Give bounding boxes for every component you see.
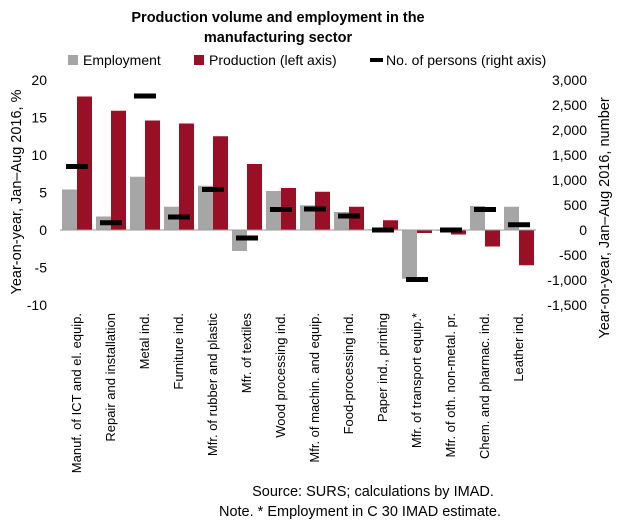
source-note: Source: SURS; calculations by IMAD. — [252, 484, 494, 500]
chart-title-line-1: Production volume and employment in the — [131, 10, 424, 26]
legend-swatch-0 — [68, 55, 78, 65]
right-axis-ticks: 3,000 2,500 2,000 1,500 1,000 500 0 -500 -1,000 -… — [547, 72, 587, 313]
marker-persons-5 — [236, 235, 258, 241]
right-tick-0: 3,000 — [552, 72, 587, 88]
marker-persons-12 — [474, 207, 496, 212]
category-label-0: Manuf. of ICT and el. equip. — [69, 313, 84, 473]
category-label-8: Food-processing ind. — [341, 313, 356, 434]
y-axis-label: Year-on-year, Jan–Aug 2016, % — [9, 89, 25, 294]
right-tick-1: 2,500 — [552, 97, 587, 113]
legend: Employment Production (left axis) No. of p… — [68, 52, 546, 68]
legend-swatch-2 — [370, 58, 383, 62]
marker-persons-3 — [168, 214, 190, 220]
marker-persons-8 — [338, 213, 360, 219]
right-tick-7: -500 — [559, 247, 587, 263]
left-tick-2: 10 — [31, 147, 47, 163]
marker-persons-7 — [304, 206, 326, 212]
category-label-1: Repair and installation — [103, 313, 118, 442]
marker-persons-6 — [270, 207, 292, 212]
bar-production-13 — [519, 230, 534, 266]
right-tick-8: -1,000 — [547, 272, 587, 288]
category-label-9: Paper ind., printing — [375, 313, 390, 422]
category-label-11: Mfr. of oth. non-metal. pr. — [443, 313, 458, 458]
marker-persons-11 — [440, 227, 462, 233]
right-tick-3: 1,500 — [552, 147, 587, 163]
bar-employment-2 — [130, 176, 145, 230]
marker-persons-13 — [508, 222, 530, 228]
legend-swatch-1 — [194, 55, 204, 65]
marker-persons-0 — [66, 164, 88, 169]
bar-employment-10 — [402, 230, 417, 279]
footnote: Note. * Employment in C 30 IMAD estimate… — [219, 504, 501, 520]
legend-label-2: No. of persons (right axis) — [386, 52, 546, 68]
bar-production-2 — [145, 120, 160, 230]
left-tick-0: 20 — [31, 72, 47, 88]
plot-area — [60, 93, 536, 282]
left-axis-ticks: 20 15 10 5 0 -5 -10 — [27, 72, 47, 313]
category-label-7: Mfr. of machin. and equip. — [307, 313, 322, 463]
category-label-12: Chem. and pharmac. ind. — [477, 313, 492, 459]
markers — [66, 93, 530, 282]
marker-persons-2 — [134, 93, 156, 99]
marker-persons-1 — [100, 220, 122, 226]
bar-employment-0 — [62, 189, 77, 230]
bar-production-12 — [485, 230, 500, 247]
left-tick-5: -5 — [35, 260, 48, 276]
right-tick-9: -1,500 — [547, 297, 587, 313]
y2-axis-label: Year-on-year, Jan–Aug 2016, number — [597, 97, 613, 338]
marker-persons-9 — [372, 227, 394, 233]
marker-persons-10 — [406, 277, 428, 282]
marker-persons-4 — [202, 187, 224, 192]
bar-employment-4 — [198, 185, 213, 230]
bar-production-0 — [77, 96, 92, 230]
right-tick-2: 2,000 — [552, 122, 587, 138]
bars — [62, 96, 534, 279]
category-label-5: Mfr. of textiles — [239, 313, 254, 394]
left-tick-6: -10 — [27, 297, 47, 313]
category-label-3: Furniture ind. — [171, 313, 186, 390]
left-tick-3: 5 — [39, 185, 47, 201]
bar-production-10 — [417, 230, 432, 233]
category-label-4: Mfr. of rubber and plastic — [205, 313, 220, 457]
left-tick-4: 0 — [39, 222, 47, 238]
bar-production-5 — [247, 164, 262, 230]
right-tick-4: 1,000 — [552, 172, 587, 188]
chart-title-line-2: manufacturing sector — [204, 30, 353, 46]
right-tick-6: 0 — [579, 222, 587, 238]
bar-production-1 — [111, 110, 126, 230]
right-tick-5: 500 — [564, 197, 588, 213]
category-labels: Manuf. of ICT and el. equip. Repair and i… — [69, 313, 526, 474]
left-tick-1: 15 — [31, 110, 47, 126]
chart-title: Production volume and employment in the … — [131, 10, 424, 46]
legend-label-1: Production (left axis) — [209, 52, 337, 68]
category-label-13: Leather ind. — [511, 313, 526, 382]
bar-production-3 — [179, 123, 194, 230]
bar-production-4 — [213, 136, 228, 230]
legend-label-0: Employment — [83, 52, 161, 68]
category-label-10: Mfr. of transport equip.* — [409, 313, 424, 448]
category-label-6: Wood processing ind. — [273, 313, 288, 438]
category-label-2: Metal ind. — [137, 313, 152, 369]
bar-production-9 — [383, 220, 398, 230]
